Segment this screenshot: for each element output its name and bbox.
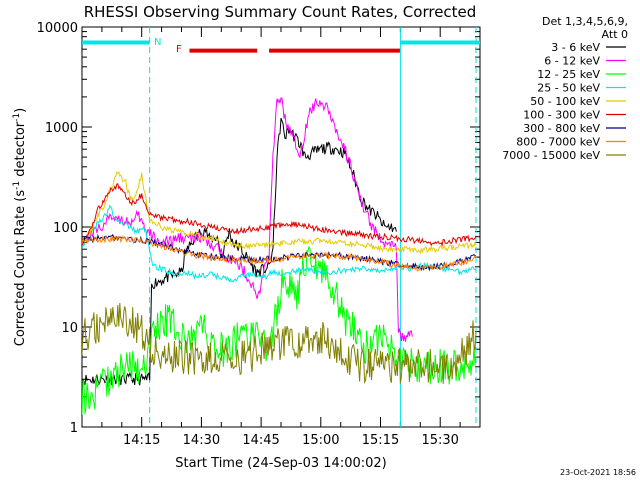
footer-date: 23-Oct-2021 18:56 — [560, 468, 636, 477]
legend-label: 7000 - 15000 keV — [502, 149, 600, 162]
series-line — [82, 171, 477, 255]
legend-label: 12 - 25 keV — [537, 68, 600, 81]
series-line — [82, 117, 397, 387]
x-tick-label: 15:15 — [362, 433, 399, 448]
series-line — [82, 235, 477, 272]
x-tick-label: 15:30 — [421, 433, 458, 448]
annotation-n: N — [154, 37, 161, 48]
legend-label: 6 - 12 keV — [544, 55, 600, 68]
y-tick-label: 1000 — [45, 121, 78, 136]
legend-header-line1: Det 1,3,4,5,6,9, — [542, 15, 628, 28]
series-line — [82, 97, 413, 342]
x-axis: 14:15 14:30 14:45 15:00 15:15 15:30 — [81, 27, 481, 448]
annotation-f: F — [176, 44, 182, 55]
x-tick-label: 14:45 — [242, 433, 279, 448]
legend-label: 50 - 100 keV — [530, 95, 600, 108]
legend-label: 300 - 800 keV — [523, 122, 600, 135]
x-axis-label: Start Time (24-Sep-03 14:00:02) — [175, 456, 386, 471]
y-tick-label: 10 — [61, 321, 78, 336]
y-tick-label: 10000 — [37, 21, 78, 36]
legend-label: 100 - 300 keV — [523, 109, 600, 122]
y-tick-label: 1 — [70, 421, 78, 436]
chart-title: RHESSI Observing Summary Count Rates, Co… — [84, 3, 477, 21]
series-layer — [82, 97, 477, 415]
x-tick-label: 14:15 — [123, 433, 160, 448]
series-line — [82, 302, 477, 385]
x-tick-label: 15:00 — [302, 433, 339, 448]
series-line — [82, 183, 477, 247]
y-tick-label: 100 — [53, 221, 78, 236]
legend-label: 800 - 7000 keV — [516, 136, 600, 149]
x-tick-label: 14:30 — [183, 433, 220, 448]
legend-header-line2: Att 0 — [602, 28, 628, 41]
series-line — [82, 245, 477, 415]
legend-label: 3 - 6 keV — [551, 41, 600, 54]
y-axis-label: Corrected Count Rate (s-1 detector-1) — [12, 108, 28, 346]
legend-label: 25 - 50 keV — [537, 82, 600, 95]
